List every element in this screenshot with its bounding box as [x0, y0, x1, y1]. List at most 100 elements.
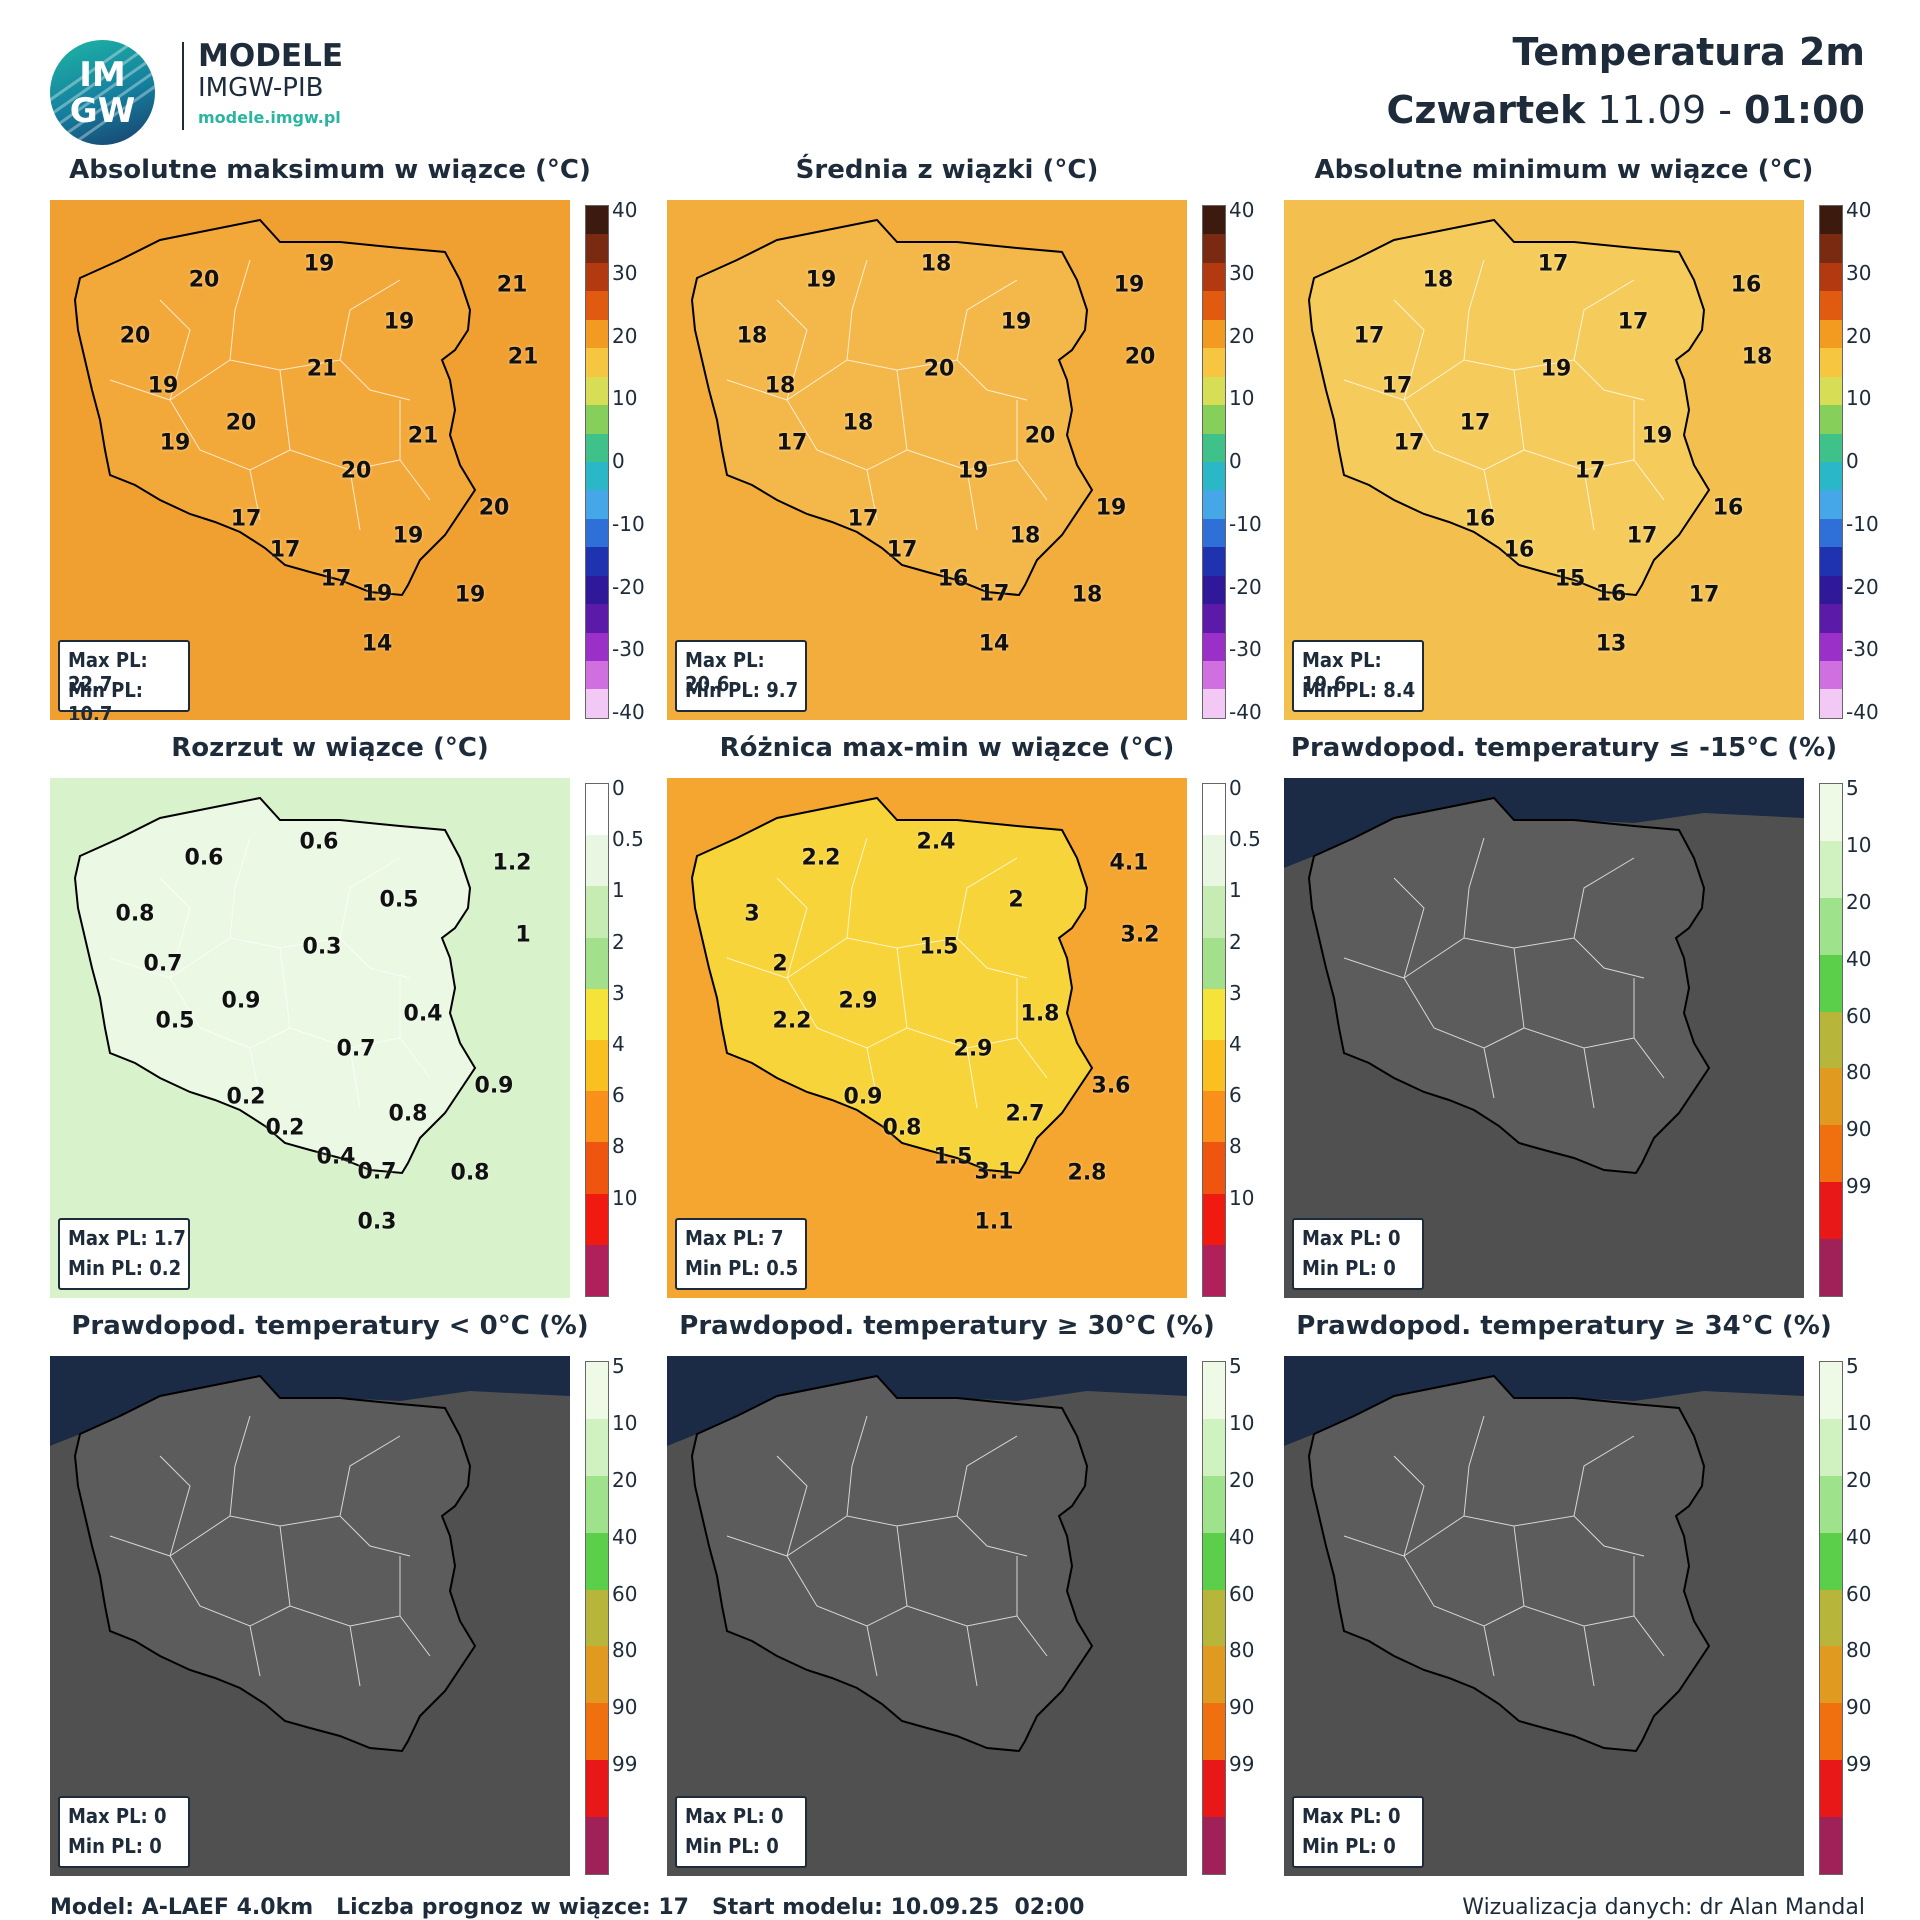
map-value-label: 17 — [847, 506, 879, 532]
map-panel: Prawdopod. temperatury ≤ -15°C (%) Max PL… — [1274, 733, 1871, 1313]
forecast-map: Max PL: 0 Min PL: 0 — [1284, 1356, 1804, 1876]
map-value-label: 17 — [776, 430, 808, 456]
colorbar-tick: 20 — [612, 1467, 638, 1492]
colorbar-tick: -40 — [612, 700, 645, 724]
colorbar — [585, 783, 609, 1297]
map-value-label: 1.8 — [1020, 1001, 1060, 1027]
min-pl: Min PL: 0.5 — [685, 1256, 799, 1280]
colorbar-segment — [586, 784, 608, 836]
stats-box: Max PL: 0 Min PL: 0 — [58, 1796, 190, 1868]
colorbar-tick: 0 — [612, 449, 625, 473]
map-value-label: 17 — [320, 566, 352, 592]
map-value-label: 1.5 — [933, 1144, 973, 1170]
forecast-map: Max PL: 0 Min PL: 0 — [50, 1356, 570, 1876]
colorbar — [1202, 205, 1226, 719]
colorbar-segment — [1820, 206, 1842, 235]
forecast-datetime: Czwartek 11.09 - 01:00 — [1387, 88, 1865, 132]
colorbar-tick: 10 — [1846, 1410, 1872, 1435]
colorbar-segment — [586, 1142, 608, 1194]
imgw-logo[interactable]: IM GW — [50, 40, 155, 145]
colorbar-tick: 10 — [612, 1185, 638, 1210]
map-value-label: 17 — [1381, 373, 1413, 399]
colorbar-segment — [586, 405, 608, 434]
panel-title: Średnia z wiązki (°C) — [795, 155, 1099, 185]
colorbar-segment — [586, 835, 608, 887]
colorbar-segment — [586, 575, 608, 605]
min-pl: Min PL: 9.7 — [685, 678, 799, 702]
colorbar-tick: -40 — [1846, 700, 1879, 724]
stats-box: Max PL: 0 Min PL: 0 — [1292, 1796, 1424, 1868]
colorbar-segment — [1820, 1182, 1842, 1239]
forecast-map: 20 19 21 19 20 21 21 19 20 21 19 20 20 17 19 17 17 19 19 14… — [50, 200, 570, 720]
colorbar-tick: 0 — [1229, 449, 1242, 473]
colorbar-segment — [1820, 461, 1842, 491]
map-value-label: 0.8 — [388, 1101, 428, 1127]
map-value-label: 19 — [805, 267, 837, 293]
colorbar-tick: -30 — [1846, 637, 1879, 662]
colorbar — [1202, 1361, 1226, 1875]
map-value-label: 18 — [1071, 582, 1103, 608]
logo-text-bottom: GW — [69, 91, 136, 131]
map-value-label: 3.1 — [974, 1159, 1014, 1185]
map-value-label: 0.8 — [115, 901, 155, 927]
colorbar-segment — [1203, 1760, 1225, 1817]
colorbar-segment — [1203, 1193, 1225, 1245]
colorbar-segment — [1820, 376, 1842, 406]
map-value-label: 2.9 — [953, 1036, 993, 1062]
colorbar-tick: 99 — [1846, 1174, 1872, 1199]
header: IM GW MODELE IMGW-PIB modele.imgw.pl Tem… — [0, 0, 1920, 150]
colorbar-tick: 10 — [1229, 1410, 1255, 1435]
stats-box: Max PL: 1.7 Min PL: 0.2 — [58, 1218, 190, 1290]
colorbar-segment — [586, 1817, 608, 1874]
colorbar-segment — [586, 433, 608, 462]
map-value-label: 0.8 — [882, 1115, 922, 1141]
map-value-label: 4.1 — [1109, 850, 1149, 876]
map-value-label: 19 — [1641, 423, 1673, 449]
map-value-label: 18 — [764, 373, 796, 399]
brand-url[interactable]: modele.imgw.pl — [198, 108, 341, 127]
colorbar-segment — [1203, 262, 1225, 292]
colorbar-segment — [586, 1532, 608, 1590]
map-value-label: 18 — [736, 323, 768, 349]
colorbar-tick: 4 — [612, 1032, 625, 1056]
map-value-label: 19 — [361, 581, 393, 607]
max-pl: Max PL: 20.6 — [685, 648, 765, 696]
colorbar-tick: 40 — [1846, 198, 1872, 222]
map-value-label: 17 — [1574, 458, 1606, 484]
max-pl: Max PL: 0 — [1302, 1226, 1401, 1250]
map-value-label: 0.3 — [357, 1209, 397, 1235]
colorbar-tick: 60 — [1846, 1581, 1872, 1606]
map-value-label: 0.9 — [221, 988, 261, 1014]
colorbar-segment — [586, 291, 608, 320]
credits: Wizualizacja danych: dr Alan Mandal — [1462, 1895, 1865, 1920]
colorbar-segment — [586, 1244, 608, 1296]
colorbar-tick: 90 — [1846, 1695, 1872, 1720]
colorbar-segment — [1820, 1011, 1842, 1069]
colorbar-segment — [586, 262, 608, 292]
colorbar-tick: 40 — [1846, 946, 1872, 971]
colorbar-tick: 80 — [1846, 1638, 1872, 1663]
map-value-label: 0.7 — [336, 1036, 376, 1062]
colorbar-segment — [1203, 518, 1225, 548]
colorbar-segment — [1203, 405, 1225, 434]
colorbar-segment — [1203, 1142, 1225, 1194]
map-value-label: 20 — [225, 410, 257, 436]
colorbar-segment — [1203, 1532, 1225, 1590]
map-value-label: 18 — [1009, 523, 1041, 549]
colorbar — [585, 205, 609, 719]
map-value-label: 19 — [957, 458, 989, 484]
colorbar-tick: 3 — [612, 980, 625, 1005]
colorbar-segment — [1203, 1039, 1225, 1092]
brand-sub: IMGW-PIB — [198, 73, 324, 103]
map-value-label: 21 — [306, 356, 338, 382]
panel-title: Prawdopod. temperatury < 0°C (%) — [71, 1311, 589, 1341]
colorbar-tick: 10 — [612, 1410, 638, 1435]
map-value-label: 0.3 — [302, 934, 342, 960]
map-value-label: 17 — [1459, 410, 1491, 436]
colorbar-segment — [1203, 319, 1225, 349]
map-value-label: 19 — [392, 523, 424, 549]
map-value-label: 0.2 — [265, 1115, 305, 1141]
logo-text-top: IM — [79, 55, 126, 95]
min-pl: Min PL: 10.7 — [68, 678, 143, 720]
colorbar-segment — [586, 937, 608, 989]
